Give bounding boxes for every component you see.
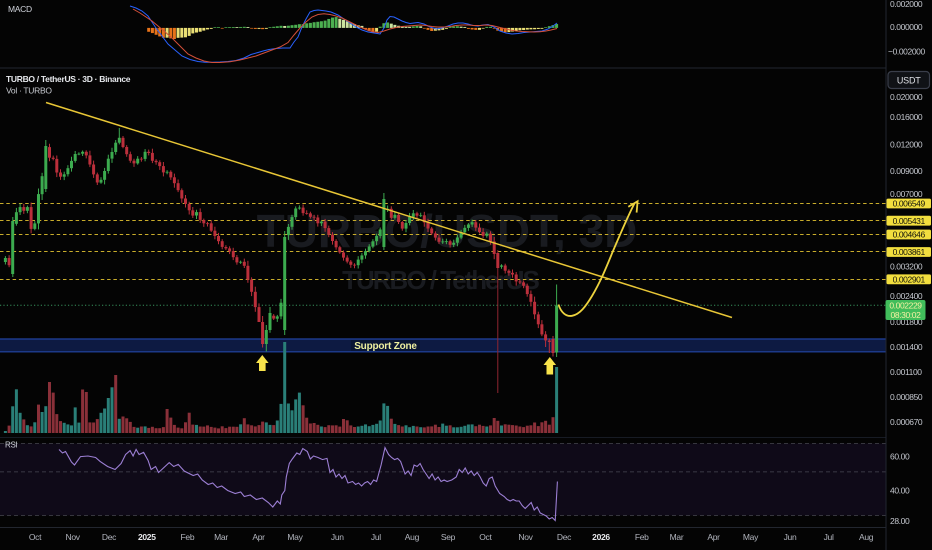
svg-text:0.001800: 0.001800: [890, 317, 923, 327]
svg-text:0.001400: 0.001400: [890, 342, 923, 352]
svg-text:Apr: Apr: [707, 532, 720, 542]
svg-text:Mar: Mar: [214, 532, 228, 542]
svg-text:Jul: Jul: [371, 532, 381, 542]
svg-text:0.020000: 0.020000: [890, 92, 923, 102]
svg-text:Jun: Jun: [331, 532, 344, 542]
svg-text:2025: 2025: [138, 532, 156, 542]
svg-text:0.007000: 0.007000: [890, 189, 923, 199]
svg-text:Mar: Mar: [670, 532, 684, 542]
svg-text:Nov: Nov: [518, 532, 533, 542]
svg-text:28.00: 28.00: [890, 516, 910, 526]
svg-text:Feb: Feb: [635, 532, 649, 542]
svg-text:Oct: Oct: [479, 532, 492, 542]
svg-text:08:30:02: 08:30:02: [891, 310, 922, 320]
svg-text:Nov: Nov: [65, 532, 80, 542]
svg-text:Oct: Oct: [29, 532, 42, 542]
svg-text:0.003200: 0.003200: [890, 262, 923, 272]
svg-text:0.009000: 0.009000: [890, 166, 923, 176]
svg-text:0.000000: 0.000000: [890, 22, 923, 32]
svg-text:Aug: Aug: [859, 532, 874, 542]
svg-text:0.000670: 0.000670: [890, 417, 923, 427]
svg-text:0.012000: 0.012000: [890, 140, 923, 150]
svg-text:0.002229: 0.002229: [889, 300, 922, 310]
svg-text:0.005431: 0.005431: [893, 216, 926, 226]
svg-text:0.016000: 0.016000: [890, 112, 923, 122]
svg-text:0.002901: 0.002901: [893, 275, 926, 285]
svg-text:Jun: Jun: [784, 532, 797, 542]
svg-text:0.006549: 0.006549: [893, 199, 926, 209]
svg-text:Sep: Sep: [441, 532, 456, 542]
svg-text:0.003861: 0.003861: [893, 247, 926, 257]
svg-text:Jul: Jul: [824, 532, 834, 542]
svg-text:Aug: Aug: [405, 532, 420, 542]
svg-text:Vol · TURBO: Vol · TURBO: [6, 86, 52, 96]
svg-text:May: May: [287, 532, 303, 542]
svg-text:0.000850: 0.000850: [890, 392, 923, 402]
svg-text:Support Zone: Support Zone: [354, 341, 417, 352]
svg-text:0.002000: 0.002000: [890, 0, 923, 9]
svg-text:TURBO / TetherUS · 3D · Binanc: TURBO / TetherUS · 3D · Binance: [6, 74, 131, 84]
svg-text:−0.002000: −0.002000: [888, 47, 925, 57]
svg-text:Feb: Feb: [181, 532, 195, 542]
svg-text:0.001100: 0.001100: [890, 367, 922, 377]
svg-text:May: May: [743, 532, 759, 542]
svg-text:2026: 2026: [592, 532, 610, 542]
svg-text:USDT: USDT: [897, 76, 921, 86]
svg-text:Dec: Dec: [102, 532, 117, 542]
svg-text:RSI: RSI: [5, 441, 18, 450]
svg-text:Apr: Apr: [252, 532, 265, 542]
svg-text:60.00: 60.00: [890, 452, 910, 462]
svg-text:40.00: 40.00: [890, 486, 910, 496]
svg-text:TURBO/USDT, 3D: TURBO/USDT, 3D: [257, 205, 638, 257]
svg-text:0.002400: 0.002400: [890, 291, 923, 301]
svg-text:Dec: Dec: [557, 532, 572, 542]
svg-text:0.004646: 0.004646: [893, 230, 926, 240]
svg-text:MACD: MACD: [8, 4, 32, 14]
